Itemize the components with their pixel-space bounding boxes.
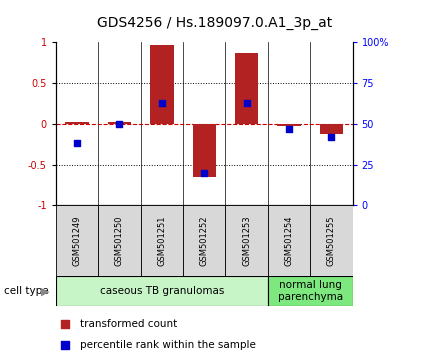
Bar <box>150 45 174 124</box>
Bar <box>65 122 89 124</box>
Text: GSM501249: GSM501249 <box>73 216 82 266</box>
Bar <box>193 124 216 177</box>
Bar <box>268 276 353 306</box>
Text: GDS4256 / Hs.189097.0.A1_3p_at: GDS4256 / Hs.189097.0.A1_3p_at <box>97 16 333 30</box>
Bar <box>225 205 268 276</box>
Point <box>116 121 123 127</box>
Text: GSM501253: GSM501253 <box>242 215 251 266</box>
Bar <box>98 205 141 276</box>
Point <box>158 100 165 105</box>
Point <box>61 342 68 348</box>
Point <box>328 134 335 140</box>
Text: normal lung
parenchyma: normal lung parenchyma <box>278 280 343 302</box>
Text: GSM501250: GSM501250 <box>115 216 124 266</box>
Bar <box>141 205 183 276</box>
Bar <box>268 205 310 276</box>
Text: percentile rank within the sample: percentile rank within the sample <box>80 340 255 350</box>
Bar <box>235 53 258 124</box>
Point <box>286 126 292 132</box>
Point <box>243 100 250 105</box>
Bar <box>320 124 343 134</box>
Bar <box>183 205 225 276</box>
Text: GSM501252: GSM501252 <box>200 216 209 266</box>
Bar <box>310 205 353 276</box>
Point <box>201 170 208 176</box>
Point <box>61 321 68 327</box>
Text: caseous TB granulomas: caseous TB granulomas <box>100 286 224 296</box>
Text: GSM501254: GSM501254 <box>285 216 294 266</box>
Text: GSM501255: GSM501255 <box>327 216 336 266</box>
Point <box>74 141 80 146</box>
Bar <box>108 122 131 124</box>
Text: ▶: ▶ <box>41 286 49 296</box>
Bar <box>277 124 301 126</box>
Text: cell type: cell type <box>4 286 49 296</box>
Bar <box>56 205 98 276</box>
Text: GSM501251: GSM501251 <box>157 216 166 266</box>
Text: transformed count: transformed count <box>80 319 177 329</box>
Bar <box>56 276 268 306</box>
